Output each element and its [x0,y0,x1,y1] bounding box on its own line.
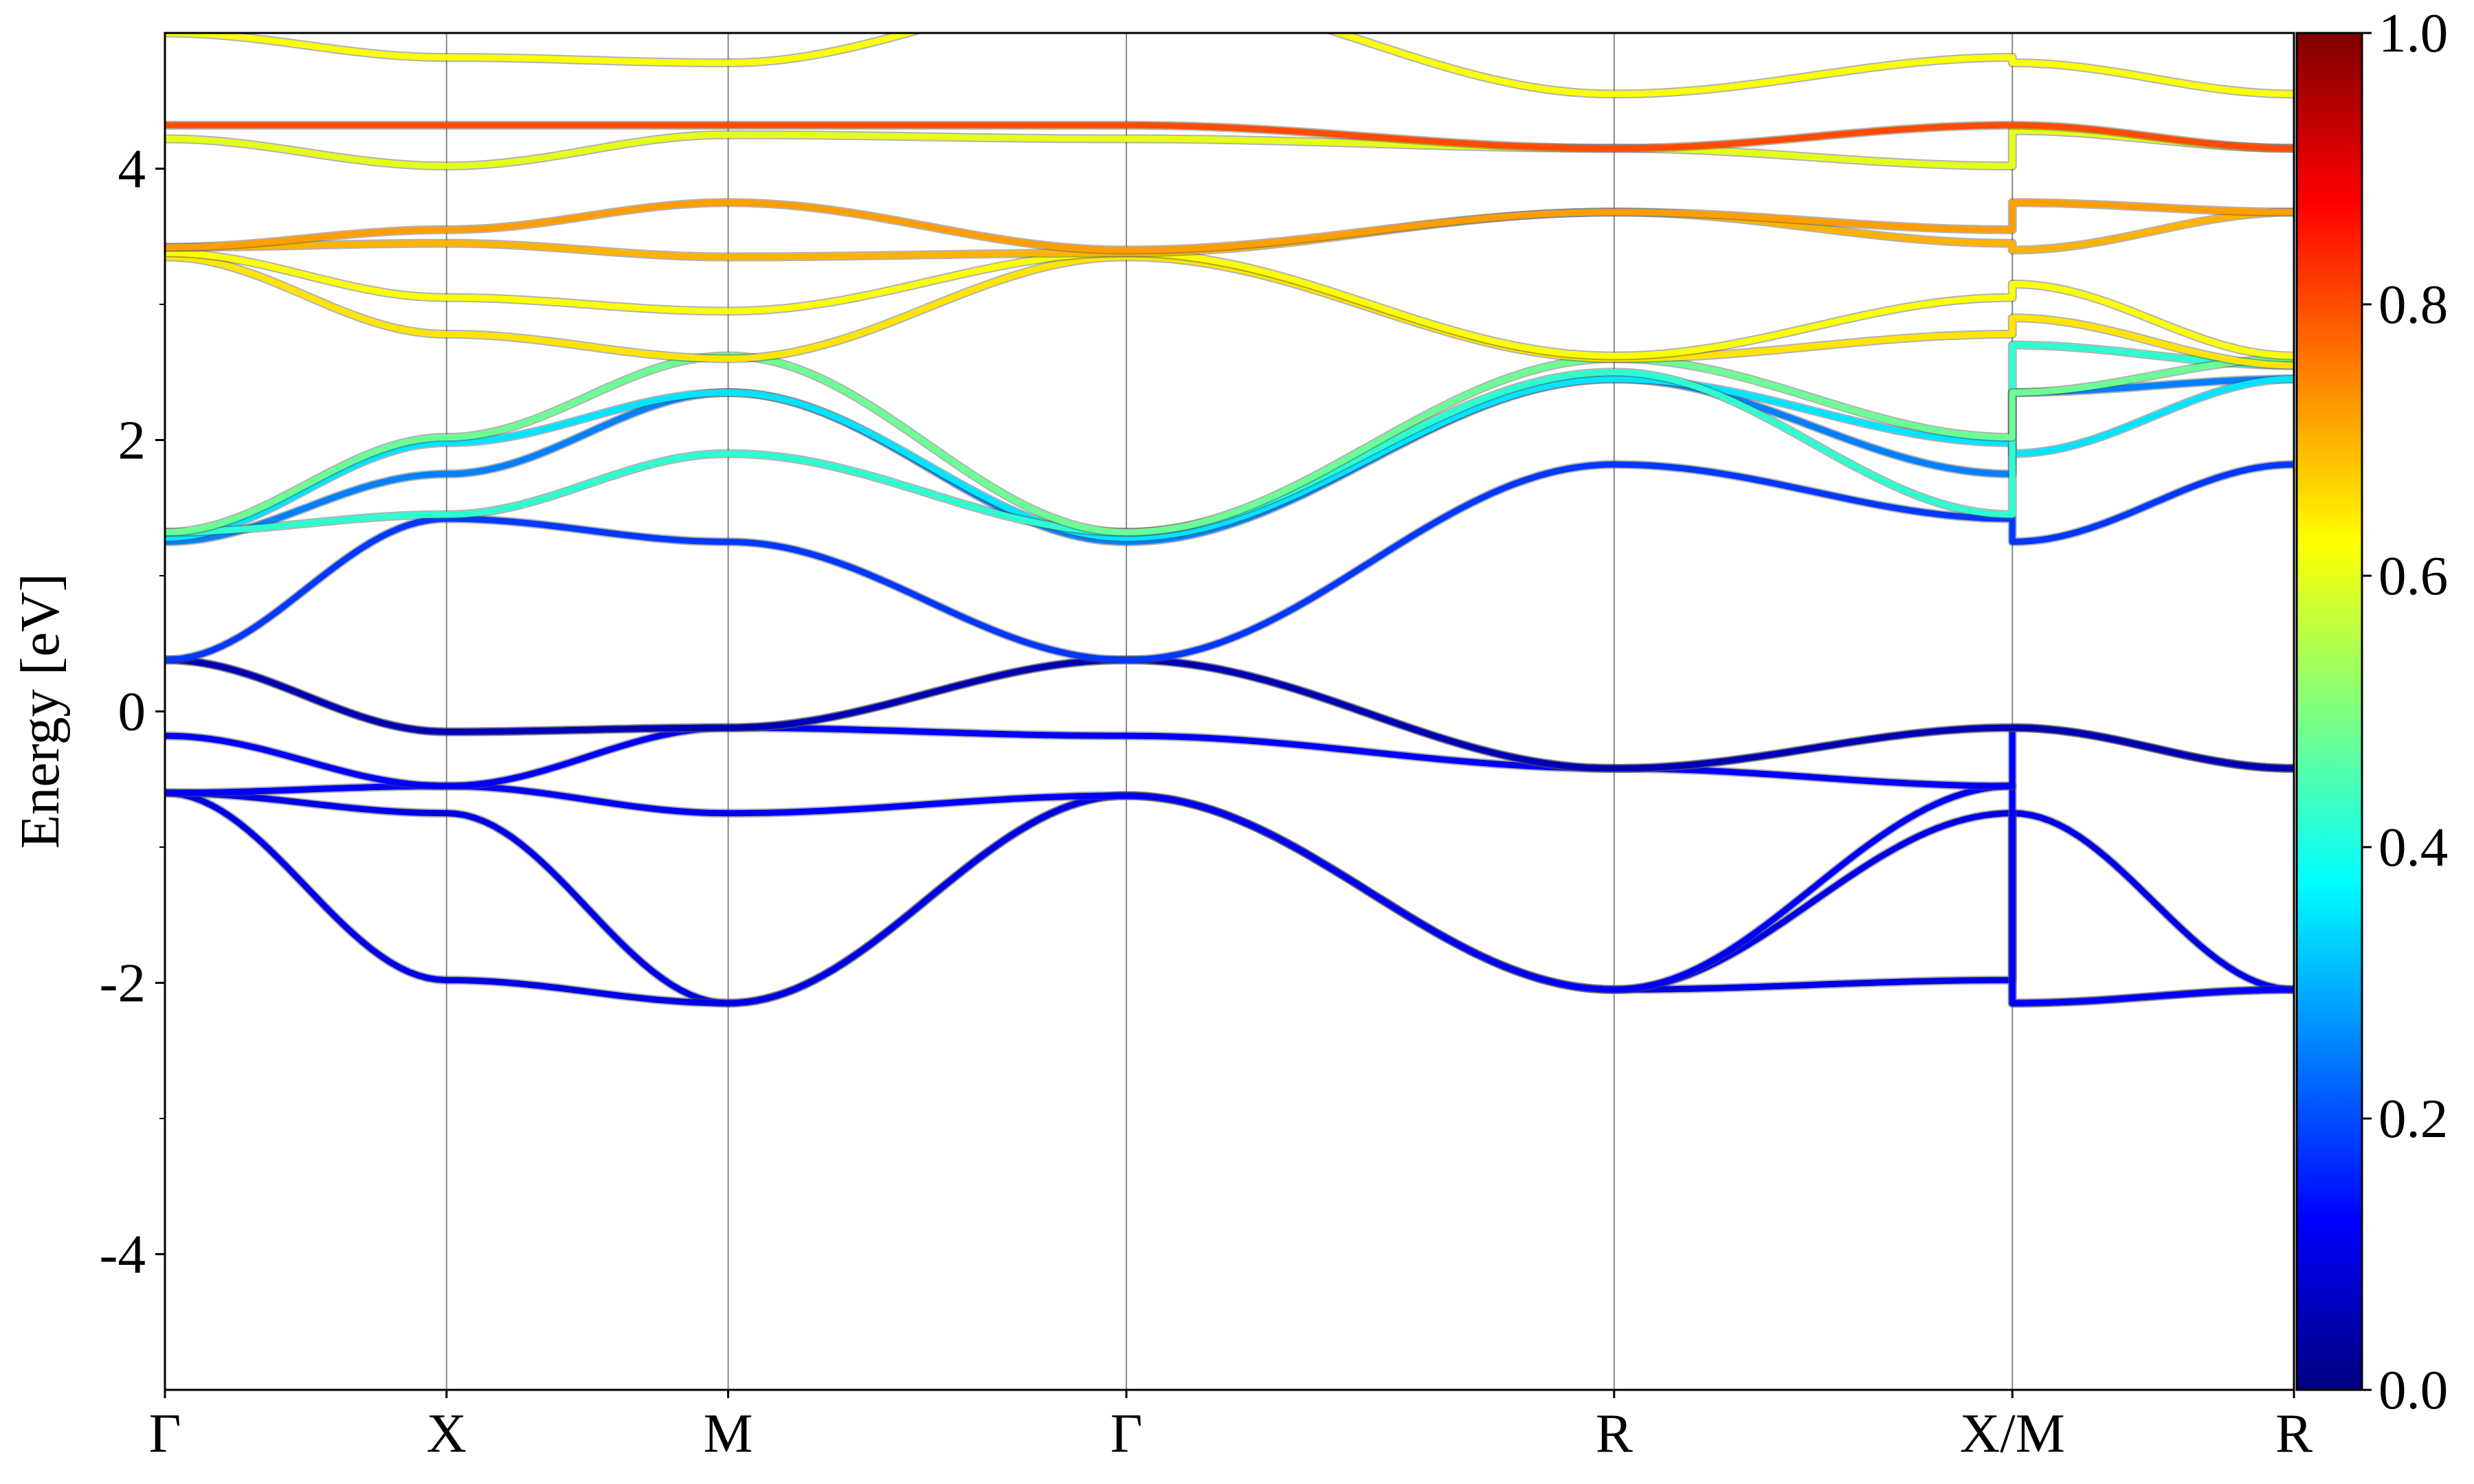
x-axis-ticks: Γ X M Γ R X/M R [149,1390,2313,1464]
band-outline [165,33,2294,99]
high-symmetry-gridlines [445,33,2014,1390]
band-outline [165,252,2294,370]
band-line [165,254,2294,369]
colorbar-tick-label: 1.0 [2378,2,2448,64]
band-line [165,33,2294,98]
y-tick-label: -4 [100,1224,146,1285]
band-lines [165,33,2294,1008]
colorbar-tick-label: 0.8 [2378,273,2448,335]
band-line [165,657,2294,772]
band-outline [165,248,2294,361]
band-line [165,376,2294,546]
x-tick-label: X/M [1960,1402,2065,1464]
colorbar [2295,32,2363,1391]
band-line [165,122,2294,152]
band-line [165,789,2294,1007]
y-tick-label: 0 [118,681,146,743]
band-outline [165,655,2294,773]
band-outline [165,655,2294,773]
x-tick-label: R [1596,1402,1633,1464]
band-line [165,249,2294,359]
colorbar-tick-label: 0.2 [2378,1088,2448,1149]
x-tick-label: M [704,1402,753,1464]
y-tick-label: 2 [118,409,146,471]
plot-frame [164,32,2295,1391]
x-tick-label: Γ [149,1402,181,1464]
band-line [165,461,2294,663]
band-outline [165,126,2294,171]
y-tick-label: -2 [100,952,146,1014]
band-line [165,376,2294,541]
band-outline [165,460,2294,664]
band-line [165,352,2294,536]
band-line [165,783,2294,1007]
colorbar-tick-label: 0.4 [2378,816,2448,878]
x-tick-label: Γ [1111,1402,1143,1464]
y-axis-title: Energy [eV] [9,573,71,848]
colorbar-ticks: 0.0 0.2 0.4 0.6 0.8 1.0 [2362,2,2448,1421]
band-line [165,127,2294,170]
band-line [165,724,2294,789]
y-axis-ticks: 4 2 0 -2 -4 [100,138,165,1285]
colorbar-tick-label: 0.0 [2378,1359,2448,1421]
band-line [165,199,2294,254]
band-line [165,657,2294,772]
x-tick-label: R [2275,1402,2313,1464]
x-tick-label: X [427,1402,467,1464]
y-tick-label: 4 [118,138,146,200]
colorbar-tick-label: 0.6 [2378,545,2448,607]
